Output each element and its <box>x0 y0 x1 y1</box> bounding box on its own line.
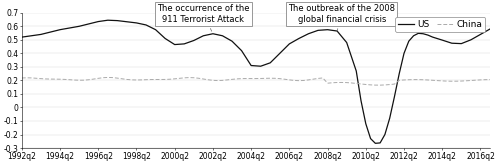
China <box>134 79 140 81</box>
Line: US: US <box>22 20 490 143</box>
China <box>487 79 493 81</box>
US <box>105 19 111 21</box>
China <box>148 79 154 81</box>
US <box>272 57 278 59</box>
US <box>148 26 154 28</box>
China <box>19 77 25 79</box>
US <box>258 65 264 67</box>
US <box>396 73 402 75</box>
US <box>372 142 378 144</box>
US <box>167 41 173 42</box>
China <box>167 78 173 80</box>
Legend: US, China: US, China <box>395 17 486 32</box>
Text: The occurrence of the
911 Terrorist Attack: The occurrence of the 911 Terrorist Atta… <box>157 4 250 31</box>
US <box>134 22 140 24</box>
Line: China: China <box>22 77 490 85</box>
US <box>487 28 493 30</box>
Text: The outbreak of the 2008
global financial crisis: The outbreak of the 2008 global financia… <box>288 4 396 31</box>
China <box>396 79 402 81</box>
China <box>105 76 111 78</box>
China <box>258 77 264 79</box>
US <box>19 36 25 38</box>
China <box>377 84 383 86</box>
China <box>272 77 278 79</box>
